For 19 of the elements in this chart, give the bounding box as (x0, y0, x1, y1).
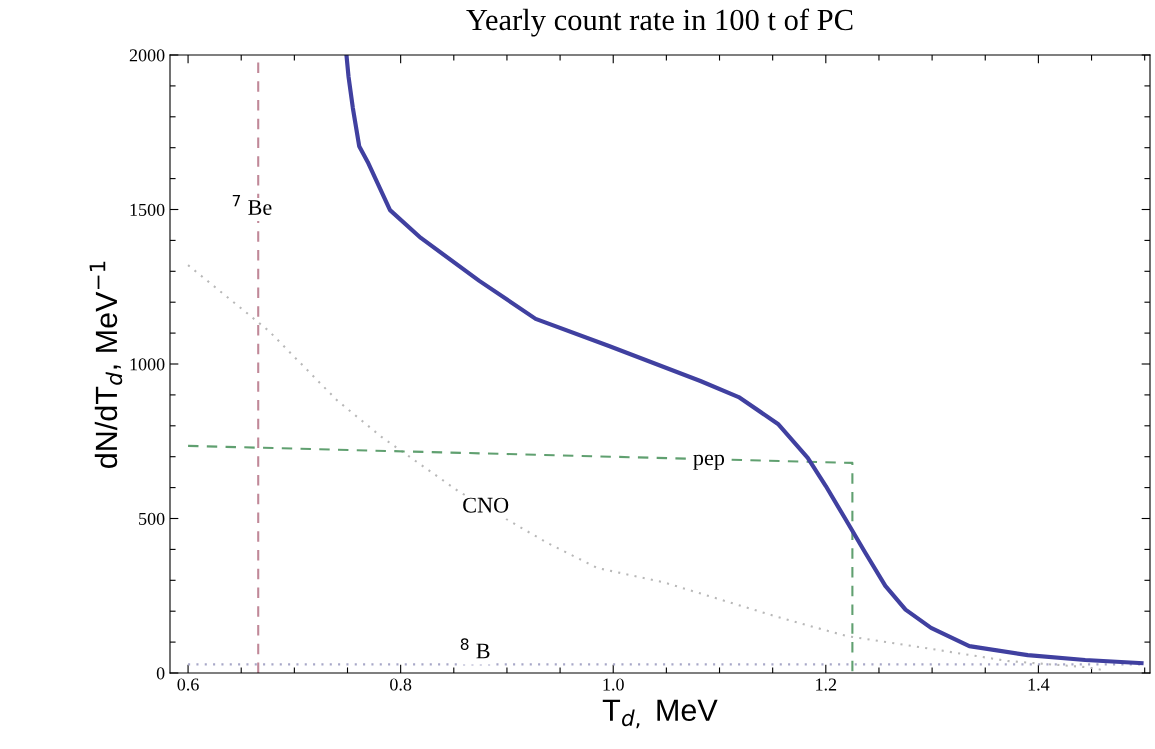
x-tick-label: 0.8 (390, 678, 412, 691)
line-series (187, 264, 1104, 671)
x-tick-label: 1.0 (603, 678, 624, 691)
annotation: CNO (463, 497, 509, 513)
chart-title: Yearly count rate in 100 t of PC (466, 8, 853, 37)
x-axis-title: T$_{d,}$ MeV (602, 699, 718, 729)
line-series (344, 55, 1144, 666)
y-tick-label: 0 (156, 667, 165, 680)
x-tick-label: 1.2 (816, 678, 837, 691)
y-tick-label: 2000 (129, 49, 165, 62)
x-tick-label: 1.4 (1028, 678, 1050, 691)
y-tick-label: 1000 (130, 358, 165, 371)
y-tick-label: 1500 (130, 203, 165, 216)
x-tick-label: 0.6 (177, 678, 199, 691)
y-axis-title: dN/dT$_{d}$, MeV$^{−1}$ (89, 261, 123, 468)
annotation: $^{7}$ Be (232, 194, 272, 215)
y-tick-label: 500 (139, 512, 165, 525)
annotation: pep (693, 454, 725, 470)
annotation: $^{8}$ B (460, 638, 490, 659)
